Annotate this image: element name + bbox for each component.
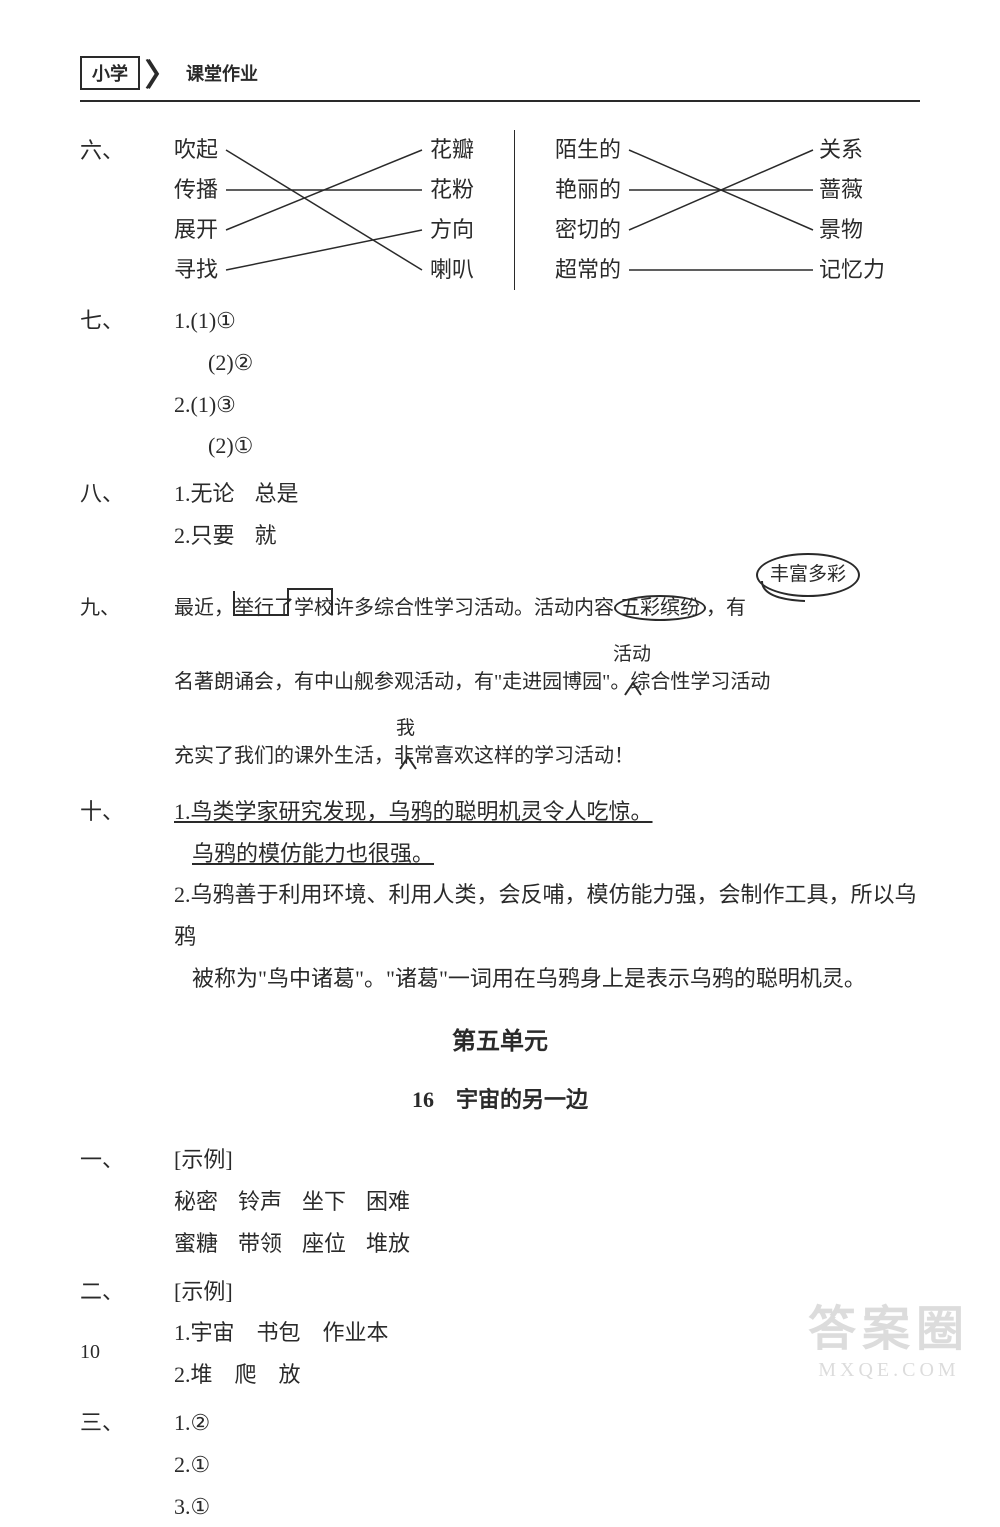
insert-annotation: 我 bbox=[396, 711, 415, 747]
q10-item: 1.鸟类学家研究发现，乌鸦的聪明机灵令人吃惊。 bbox=[174, 791, 653, 833]
page-header: 小学 〉〉 课堂作业 bbox=[80, 50, 920, 102]
q6-group2: 陌生的 艳丽的 密切的 超常的 关系 蔷薇 景物 记忆力 bbox=[555, 130, 885, 290]
q9: 丰富多彩 九、 最近，举行了学校许多综合性学习活动。活动内容五彩缤纷，有 名著朗… bbox=[80, 589, 920, 775]
match-item: 陌生的 bbox=[555, 130, 621, 170]
match-item: 艳丽的 bbox=[555, 170, 621, 210]
insert-annotation: 活动 bbox=[613, 637, 651, 673]
q10-item: 乌鸦的模仿能力也很强。 bbox=[192, 841, 434, 866]
q8-item: 总是 bbox=[255, 473, 299, 515]
q9-line2: 名著朗诵会，有中山舰参观活动，有"走进园博园"。综合性学习活动 活动 bbox=[80, 663, 920, 701]
word: 铃声 bbox=[238, 1189, 282, 1214]
qB: 二、[示例] 1.宇宙 书包 作业本 2.堆 爬 放 bbox=[80, 1271, 920, 1396]
q9-post: 非常喜欢这样的学习活动！ bbox=[394, 745, 634, 767]
q7-item: 1.(1)① bbox=[174, 300, 236, 342]
q8-item: 2.只要 bbox=[174, 515, 235, 557]
q9-line3: 充实了我们的课外生活，非常喜欢这样的学习活动！ 我 bbox=[80, 737, 920, 775]
match-item: 花瓣 bbox=[430, 130, 474, 170]
unit-title: 第五单元 bbox=[80, 1020, 920, 1066]
q8: 八、1.无论总是 2.只要就 bbox=[80, 473, 920, 557]
lesson-title: 16 宇宙的另一边 bbox=[80, 1079, 920, 1121]
example-label: [示例] bbox=[174, 1139, 233, 1181]
header-level-box: 小学 bbox=[80, 56, 140, 90]
q6-g1-right: 花瓣 花粉 方向 喇叭 bbox=[430, 130, 474, 290]
match-item: 记忆力 bbox=[819, 250, 885, 290]
qC: 三、1.② 2.① 3.① bbox=[80, 1402, 920, 1527]
word: 秘密 bbox=[174, 1189, 218, 1214]
q7: 七、1.(1)① (2)② 2.(1)③ (2)① bbox=[80, 300, 920, 467]
q6-g1-left: 吹起 传播 展开 寻找 bbox=[174, 130, 218, 290]
word: 座位 bbox=[302, 1231, 346, 1256]
match-item: 景物 bbox=[819, 210, 885, 250]
q10-label: 十、 bbox=[80, 791, 174, 833]
q8-label: 八、 bbox=[80, 473, 174, 515]
match-item: 超常的 bbox=[555, 250, 621, 290]
q7-item: 2.(1)③ bbox=[174, 384, 920, 426]
example-label: [示例] bbox=[174, 1271, 233, 1313]
caret-icon bbox=[623, 681, 643, 697]
word: 堆放 bbox=[366, 1231, 410, 1256]
q7-label: 七、 bbox=[80, 300, 174, 342]
q8-item: 就 bbox=[255, 515, 277, 557]
q9-mid: 许多综合性学习活动。活动内容 bbox=[334, 597, 614, 619]
q7-item: (2)② bbox=[208, 342, 920, 384]
qC-item: 2.① bbox=[174, 1444, 920, 1486]
match-item: 方向 bbox=[430, 210, 474, 250]
qC-item: 1.② bbox=[174, 1402, 210, 1444]
match-item: 吹起 bbox=[174, 130, 218, 170]
vertical-divider bbox=[514, 130, 515, 290]
word: 蜜糖 bbox=[174, 1231, 218, 1256]
q9-text: 名著朗诵会，有中山舰参观活动，有"走进园博园"。综合性学习活动 bbox=[174, 663, 770, 701]
q9-pre: 充实了我们的课外生活， bbox=[174, 745, 394, 767]
match-item: 传播 bbox=[174, 170, 218, 210]
content: 六、 吹起 传播 展开 寻找 花瓣 花粉 方向 喇叭 陌生的 艳丽的 密切的 超… bbox=[80, 130, 920, 1527]
circled-text: 五彩缤纷 bbox=[614, 595, 706, 621]
q10-item: 2.乌鸦善于利用环境、利用人类，会反哺，模仿能力强，会制作工具，所以乌鸦 bbox=[174, 874, 920, 958]
q6-label: 六、 bbox=[80, 130, 174, 290]
match-item: 蔷薇 bbox=[819, 170, 885, 210]
watermark-text: 答案圈 bbox=[808, 1289, 970, 1359]
q7-item: (2)① bbox=[208, 425, 920, 467]
q10-item: 被称为"鸟中诸葛"。"诸葛"一词用在乌鸦身上是表示乌鸦的聪明机灵。 bbox=[192, 958, 920, 1000]
q9-text: 最近，举行了学校许多综合性学习活动。活动内容五彩缤纷，有 bbox=[174, 589, 746, 627]
q6-matching: 六、 吹起 传播 展开 寻找 花瓣 花粉 方向 喇叭 陌生的 艳丽的 密切的 超… bbox=[80, 130, 920, 290]
chevron-icon: 〉〉 bbox=[144, 50, 164, 96]
qB-label: 二、 bbox=[80, 1271, 174, 1313]
q9-post: ，有 bbox=[706, 597, 746, 619]
qA: 一、[示例] 秘密铃声坐下困难 蜜糖带领座位堆放 bbox=[80, 1139, 920, 1264]
watermark: 答案圈 MXQE.COM bbox=[808, 1289, 970, 1382]
watermark-url: MXQE.COM bbox=[808, 1359, 970, 1382]
header-title: 课堂作业 bbox=[186, 60, 258, 86]
match-item: 关系 bbox=[819, 130, 885, 170]
match-item: 喇叭 bbox=[430, 250, 474, 290]
page-number: 10 bbox=[80, 1341, 100, 1364]
swap-marker: 举行了学校 bbox=[234, 589, 334, 627]
qC-item: 3.① bbox=[174, 1486, 920, 1527]
caret-icon bbox=[398, 755, 418, 771]
q6-group1: 吹起 传播 展开 寻找 花瓣 花粉 方向 喇叭 bbox=[174, 130, 474, 290]
match-item: 花粉 bbox=[430, 170, 474, 210]
match-item: 密切的 bbox=[555, 210, 621, 250]
q9-label: 九、 bbox=[80, 589, 174, 627]
q8-item: 1.无论 bbox=[174, 473, 235, 515]
q6-g2-right: 关系 蔷薇 景物 记忆力 bbox=[819, 130, 885, 290]
word: 带领 bbox=[238, 1231, 282, 1256]
match-item: 展开 bbox=[174, 210, 218, 250]
match-item: 寻找 bbox=[174, 250, 218, 290]
word: 困难 bbox=[366, 1189, 410, 1214]
word: 坐下 bbox=[302, 1189, 346, 1214]
qC-label: 三、 bbox=[80, 1402, 174, 1444]
q10: 十、1.鸟类学家研究发现，乌鸦的聪明机灵令人吃惊。 乌鸦的模仿能力也很强。 2.… bbox=[80, 791, 920, 1000]
q9-pre: 最近， bbox=[174, 597, 234, 619]
q9-line1: 九、 最近，举行了学校许多综合性学习活动。活动内容五彩缤纷，有 bbox=[80, 589, 920, 627]
q6-g2-left: 陌生的 艳丽的 密切的 超常的 bbox=[555, 130, 621, 290]
qA-label: 一、 bbox=[80, 1139, 174, 1181]
